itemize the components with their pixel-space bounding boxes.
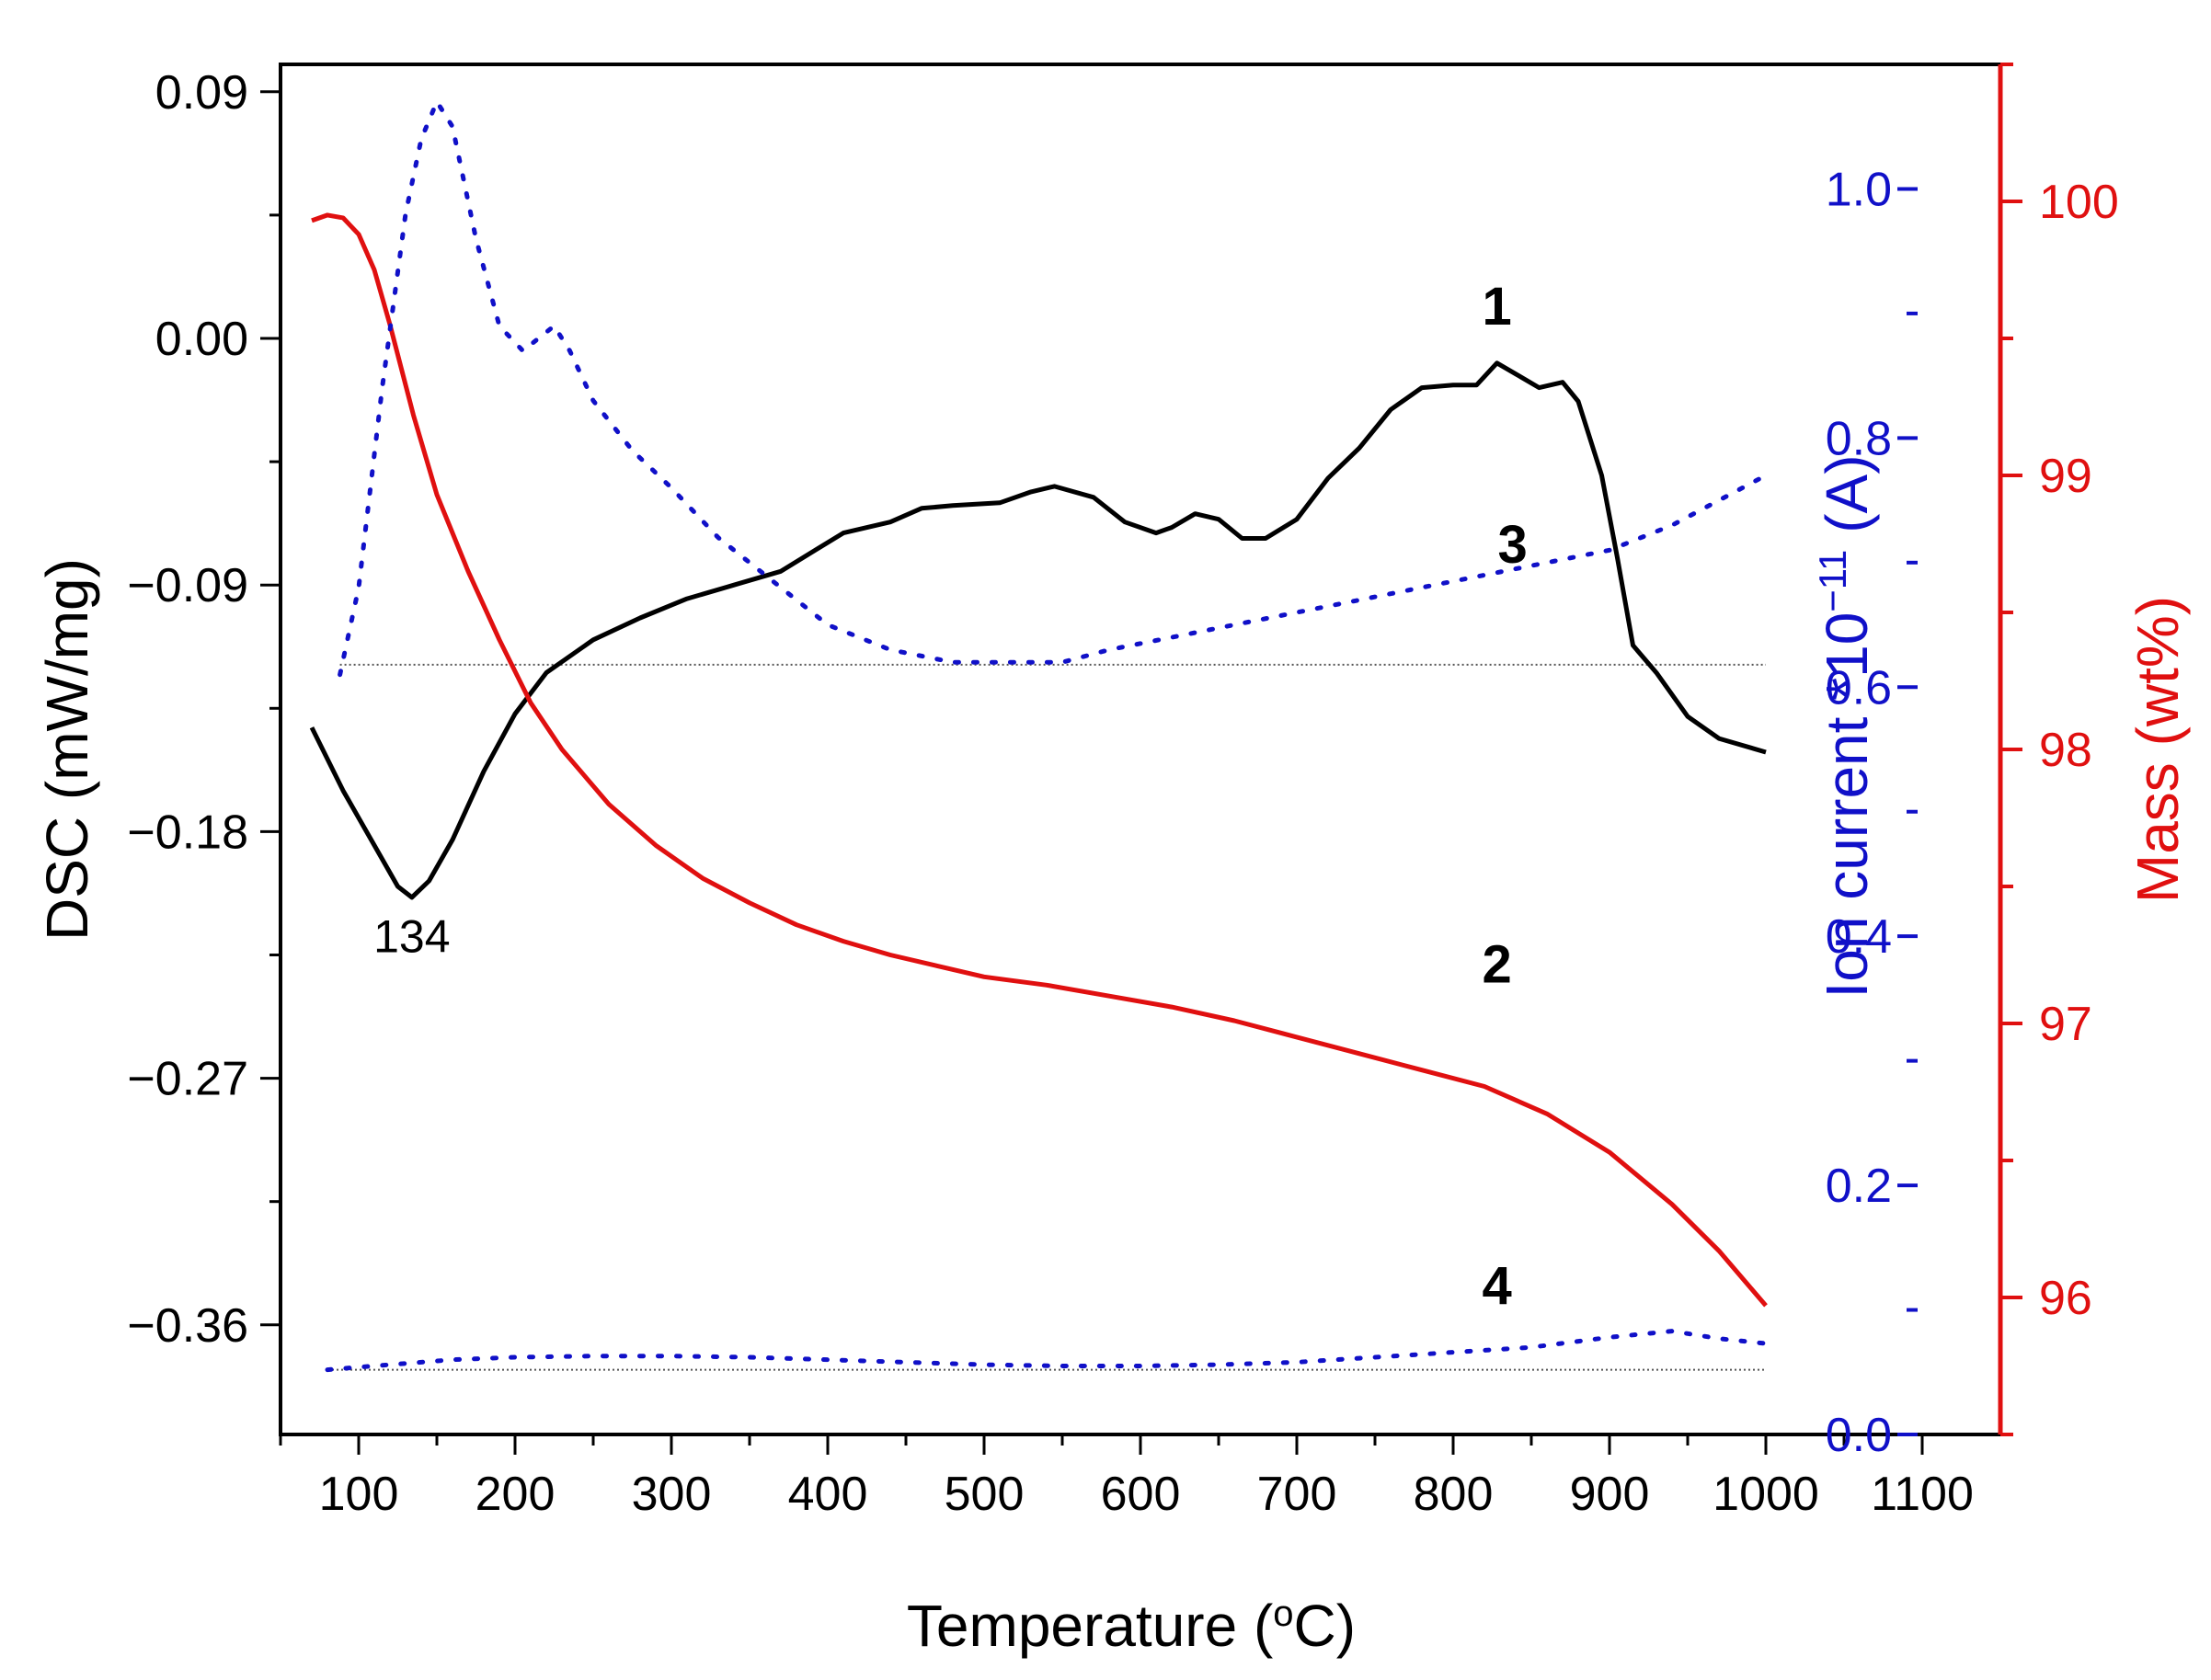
mass-axis: 96 97 98 99 100 bbox=[1998, 63, 2119, 1436]
ion-tick-label: 0.2 bbox=[1826, 1160, 1892, 1213]
x-tick-label: 1000 bbox=[1713, 1468, 1819, 1521]
series-2-line bbox=[311, 212, 1768, 1308]
curve-labels: 1 2 3 4 134 bbox=[373, 277, 1528, 1316]
mass-tick-label: 98 bbox=[2039, 724, 2092, 777]
dsc-tick-label: −0.36 bbox=[127, 1299, 248, 1353]
ion-tick-label: 0.4 bbox=[1826, 910, 1892, 964]
dsc-tick-label: −0.18 bbox=[127, 806, 248, 859]
baselines bbox=[327, 663, 1766, 1371]
curve-label-3: 3 bbox=[1497, 515, 1527, 575]
mass-tick-label: 100 bbox=[2039, 176, 2119, 229]
ion-tick-label: 0.0 bbox=[1826, 1409, 1892, 1462]
x-tick-label: 500 bbox=[945, 1468, 1025, 1521]
x-tick-label: 100 bbox=[319, 1468, 399, 1521]
curve-label-2: 2 bbox=[1482, 934, 1511, 994]
dsc-tick-label: 0.09 bbox=[155, 66, 248, 120]
mass-tick-label: 96 bbox=[2039, 1272, 2092, 1325]
x-tick-label: 400 bbox=[788, 1468, 868, 1521]
plot-frame bbox=[279, 63, 2002, 1436]
x-tick-label: 700 bbox=[1257, 1468, 1337, 1521]
x-axis-title: Temperature (oC) bbox=[907, 1593, 1356, 1659]
x-tick-label: 900 bbox=[1570, 1468, 1650, 1521]
series-1-line bbox=[309, 360, 1767, 900]
ion-current-axis: 0.0 0.2 0.4 0.6 0.8 1.0 bbox=[1826, 163, 1918, 1462]
dsc-tick-label: 0.00 bbox=[155, 313, 248, 366]
x-tick-label: 800 bbox=[1414, 1468, 1494, 1521]
mass-tick-label: 99 bbox=[2039, 450, 2092, 503]
dsc-axis: 0.09 0.00 −0.09 −0.18 −0.27 −0.36 bbox=[127, 66, 281, 1353]
peak-annotation: 134 bbox=[373, 911, 450, 963]
dsc-tick-label: −0.27 bbox=[127, 1053, 248, 1106]
curve-label-1: 1 bbox=[1482, 277, 1511, 337]
series-4-line bbox=[325, 1329, 1769, 1373]
x-tick-label: 200 bbox=[475, 1468, 556, 1521]
ion-tick-label: 0.8 bbox=[1826, 412, 1892, 465]
ion-tick-label: 1.0 bbox=[1826, 163, 1892, 216]
ion-axis-title: Ion current *10−11 (A) bbox=[1811, 454, 1881, 998]
x-axis: 100 200 300 400 500 600 700 800 900 1000 1100 bbox=[279, 1434, 1974, 1521]
dsc-axis-title: DSC (mW/mg) bbox=[34, 558, 100, 941]
ion-tick-label: 0.6 bbox=[1826, 661, 1892, 714]
mass-axis-title: Mass (wt%) bbox=[2125, 596, 2191, 903]
curve-label-4: 4 bbox=[1482, 1256, 1511, 1316]
x-tick-label: 1100 bbox=[1871, 1468, 1974, 1521]
series-3-line bbox=[338, 99, 1769, 678]
x-tick-label: 600 bbox=[1101, 1468, 1181, 1521]
series bbox=[309, 99, 1769, 1373]
dsc-tick-label: −0.09 bbox=[127, 559, 248, 612]
x-tick-label: 300 bbox=[632, 1468, 712, 1521]
mass-tick-label: 97 bbox=[2039, 998, 2092, 1051]
